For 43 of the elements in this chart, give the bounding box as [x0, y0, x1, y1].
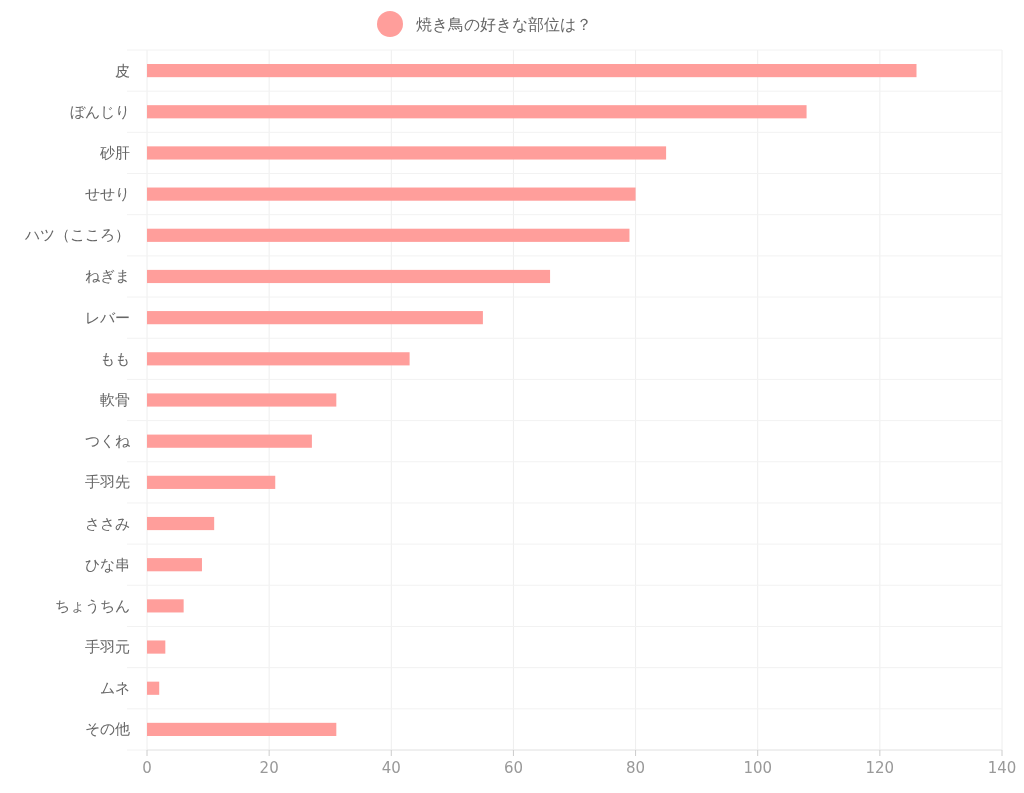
- bar: [147, 187, 636, 201]
- y-tick-label: もも: [100, 349, 130, 368]
- bar: [147, 105, 807, 119]
- y-tick-label: 手羽元: [85, 638, 130, 657]
- bar: [147, 722, 337, 736]
- bar: [147, 640, 166, 654]
- y-tick-label: その他: [85, 720, 130, 739]
- x-tick-label: 20: [259, 759, 279, 777]
- bar: [147, 434, 312, 448]
- y-tick-label: つくね: [85, 432, 131, 451]
- bar: [147, 352, 410, 366]
- y-tick-label: ハツ（こころ）: [24, 226, 130, 245]
- x-tick-label: 100: [743, 759, 773, 777]
- bar: [147, 558, 202, 572]
- y-tick-label: せせり: [85, 185, 130, 204]
- bar: [147, 269, 551, 284]
- bar: [147, 311, 483, 325]
- y-tick-label: ちょうちん: [55, 596, 130, 615]
- bar: [147, 64, 917, 78]
- x-tick-label: 120: [865, 759, 895, 777]
- bar: [147, 599, 184, 613]
- y-tick-label: ぼんじり: [70, 102, 130, 121]
- y-tick-label: ムネ: [100, 679, 130, 698]
- y-tick-label: 砂肝: [99, 143, 130, 162]
- legend-label: 焼き鳥の好きな部位は？: [416, 15, 592, 34]
- y-tick-label: ささみ: [85, 514, 130, 533]
- y-tick-label: 軟骨: [100, 391, 130, 409]
- x-tick-label: 0: [142, 759, 152, 777]
- x-tick-label: 140: [987, 759, 1017, 777]
- x-tick-label: 60: [503, 759, 523, 777]
- x-tick-label: 80: [626, 759, 646, 777]
- bar: [147, 393, 337, 407]
- bar: [147, 516, 215, 531]
- bar: [147, 681, 160, 695]
- bar: [147, 475, 276, 489]
- y-tick-label: レバー: [85, 308, 130, 327]
- y-tick-label: 手羽先: [85, 473, 130, 492]
- x-tick-label: 40: [381, 759, 401, 777]
- bar: [147, 146, 667, 160]
- bar: [147, 228, 630, 242]
- y-tick-label: ひな串: [85, 555, 130, 574]
- y-tick-label: 皮: [115, 61, 130, 80]
- y-tick-label: ねぎま: [85, 267, 130, 286]
